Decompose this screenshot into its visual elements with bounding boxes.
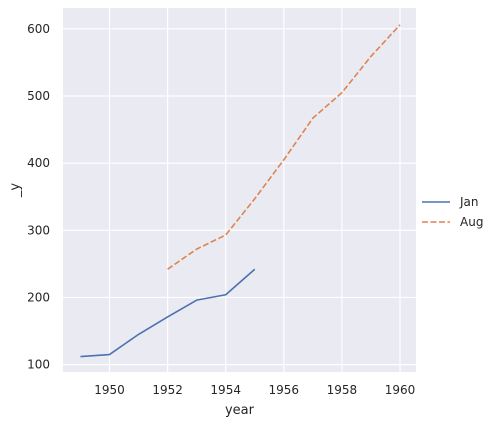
y-tick-label: 600 bbox=[27, 22, 50, 36]
y-tick-label: 200 bbox=[27, 290, 50, 304]
x-tick-label: 1950 bbox=[94, 383, 125, 397]
x-tick-label: 1952 bbox=[152, 383, 183, 397]
x-tick-label: 1954 bbox=[210, 383, 241, 397]
y-axis-title: _y bbox=[8, 183, 23, 199]
y-tick-label: 400 bbox=[27, 156, 50, 170]
x-axis-title: year bbox=[225, 403, 255, 418]
y-tick-label: 500 bbox=[27, 89, 50, 103]
legend-label-aug: Aug bbox=[460, 215, 483, 229]
legend: Jan Aug bbox=[422, 195, 483, 229]
series-line-jan bbox=[80, 268, 256, 358]
y-tick-label: 100 bbox=[27, 358, 50, 372]
y-tick-labels: 100 200 300 400 500 600 bbox=[27, 22, 50, 372]
legend-label-jan: Jan bbox=[459, 195, 479, 209]
grid bbox=[63, 8, 416, 372]
x-tick-label: 1956 bbox=[269, 383, 300, 397]
y-tick-label: 300 bbox=[27, 223, 50, 237]
series-lines bbox=[80, 24, 401, 358]
x-tick-labels: 1950 1952 1954 1956 1958 1960 bbox=[94, 383, 415, 397]
x-tick-label: 1958 bbox=[327, 383, 358, 397]
x-tick-label: 1960 bbox=[385, 383, 416, 397]
series-line-aug bbox=[167, 24, 401, 270]
plot-area bbox=[63, 8, 416, 372]
